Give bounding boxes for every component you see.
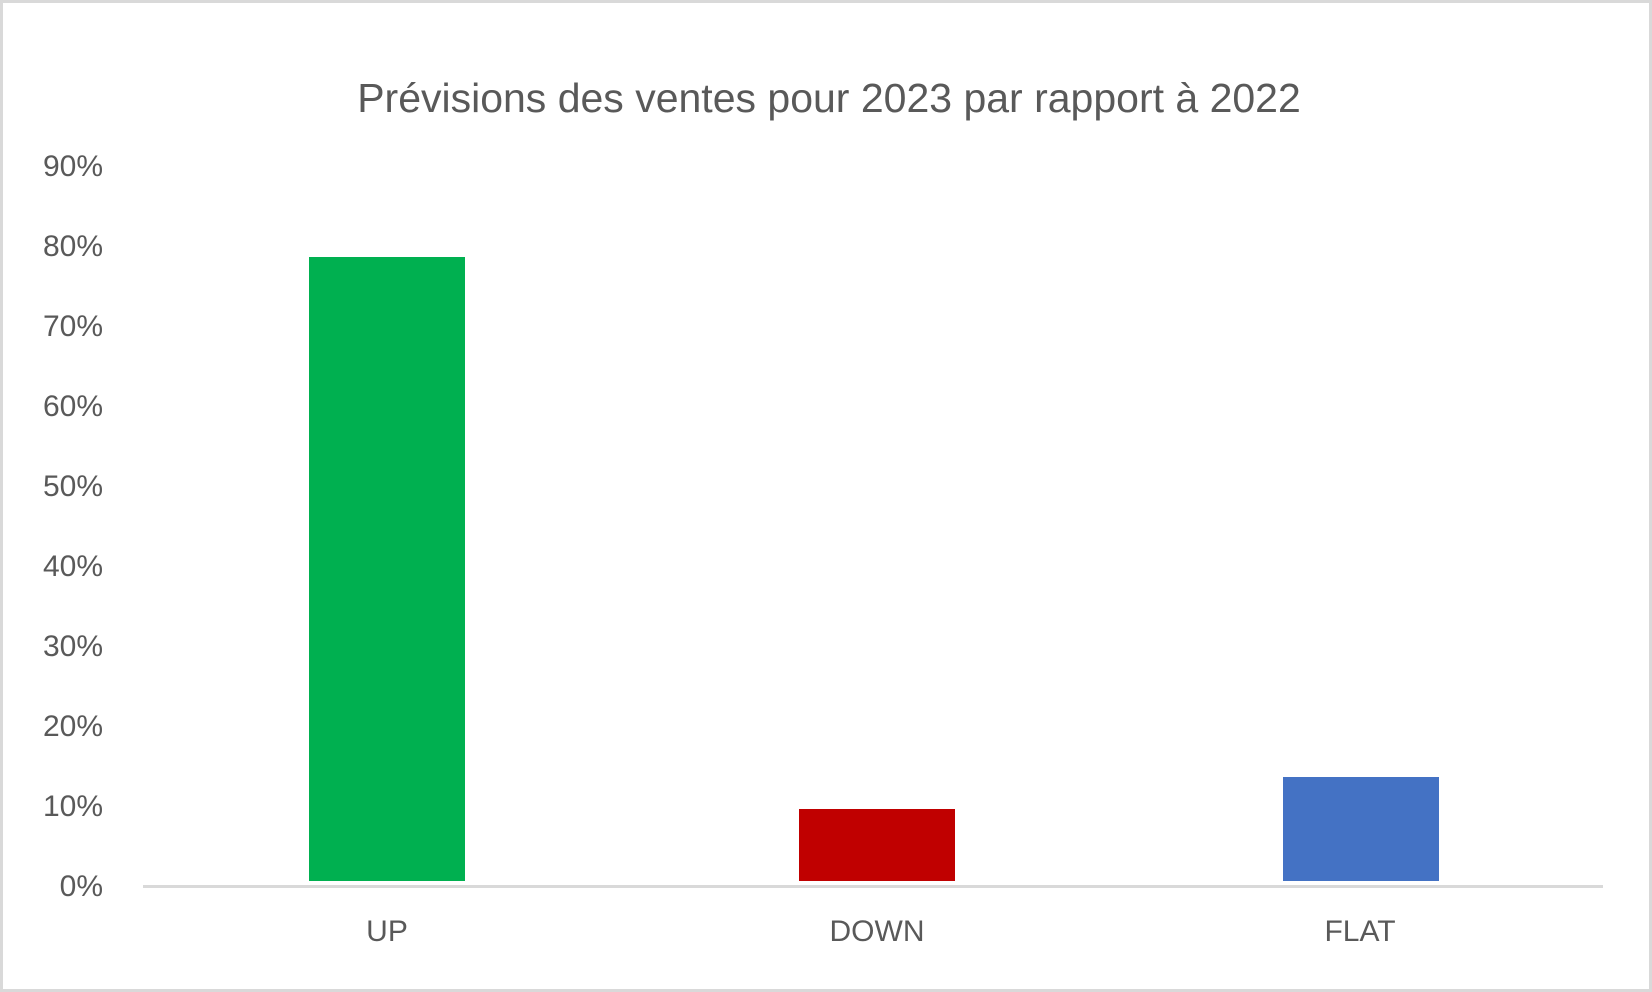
y-axis-tick-label: 40% (42, 550, 103, 583)
x-axis-category-label: FLAT (1324, 915, 1396, 948)
bar-up (309, 257, 465, 881)
bar-down (799, 809, 955, 881)
y-axis-tick-label: 50% (42, 470, 103, 503)
x-axis-line (143, 885, 1603, 888)
x-axis-category-label: UP (366, 915, 408, 948)
y-axis-tick-label: 90% (42, 150, 103, 183)
y-axis-tick-label: 20% (42, 710, 103, 743)
x-axis-category-label: DOWN (829, 915, 925, 948)
y-axis-tick-label: 70% (42, 310, 103, 343)
y-axis-tick-label: 80% (42, 230, 103, 263)
bar-flat (1283, 777, 1439, 881)
y-axis: 90% 80% 70% 60% 50% 40% 30% 20% 10% 0% (3, 3, 103, 989)
y-axis-tick-label: 10% (42, 790, 103, 823)
y-axis-tick-label: 60% (42, 390, 103, 423)
y-axis-tick-label: 0% (59, 870, 103, 903)
chart-title: Prévisions des ventes pour 2023 par rapp… (357, 75, 1301, 121)
y-axis-tick-label: 30% (42, 630, 103, 663)
